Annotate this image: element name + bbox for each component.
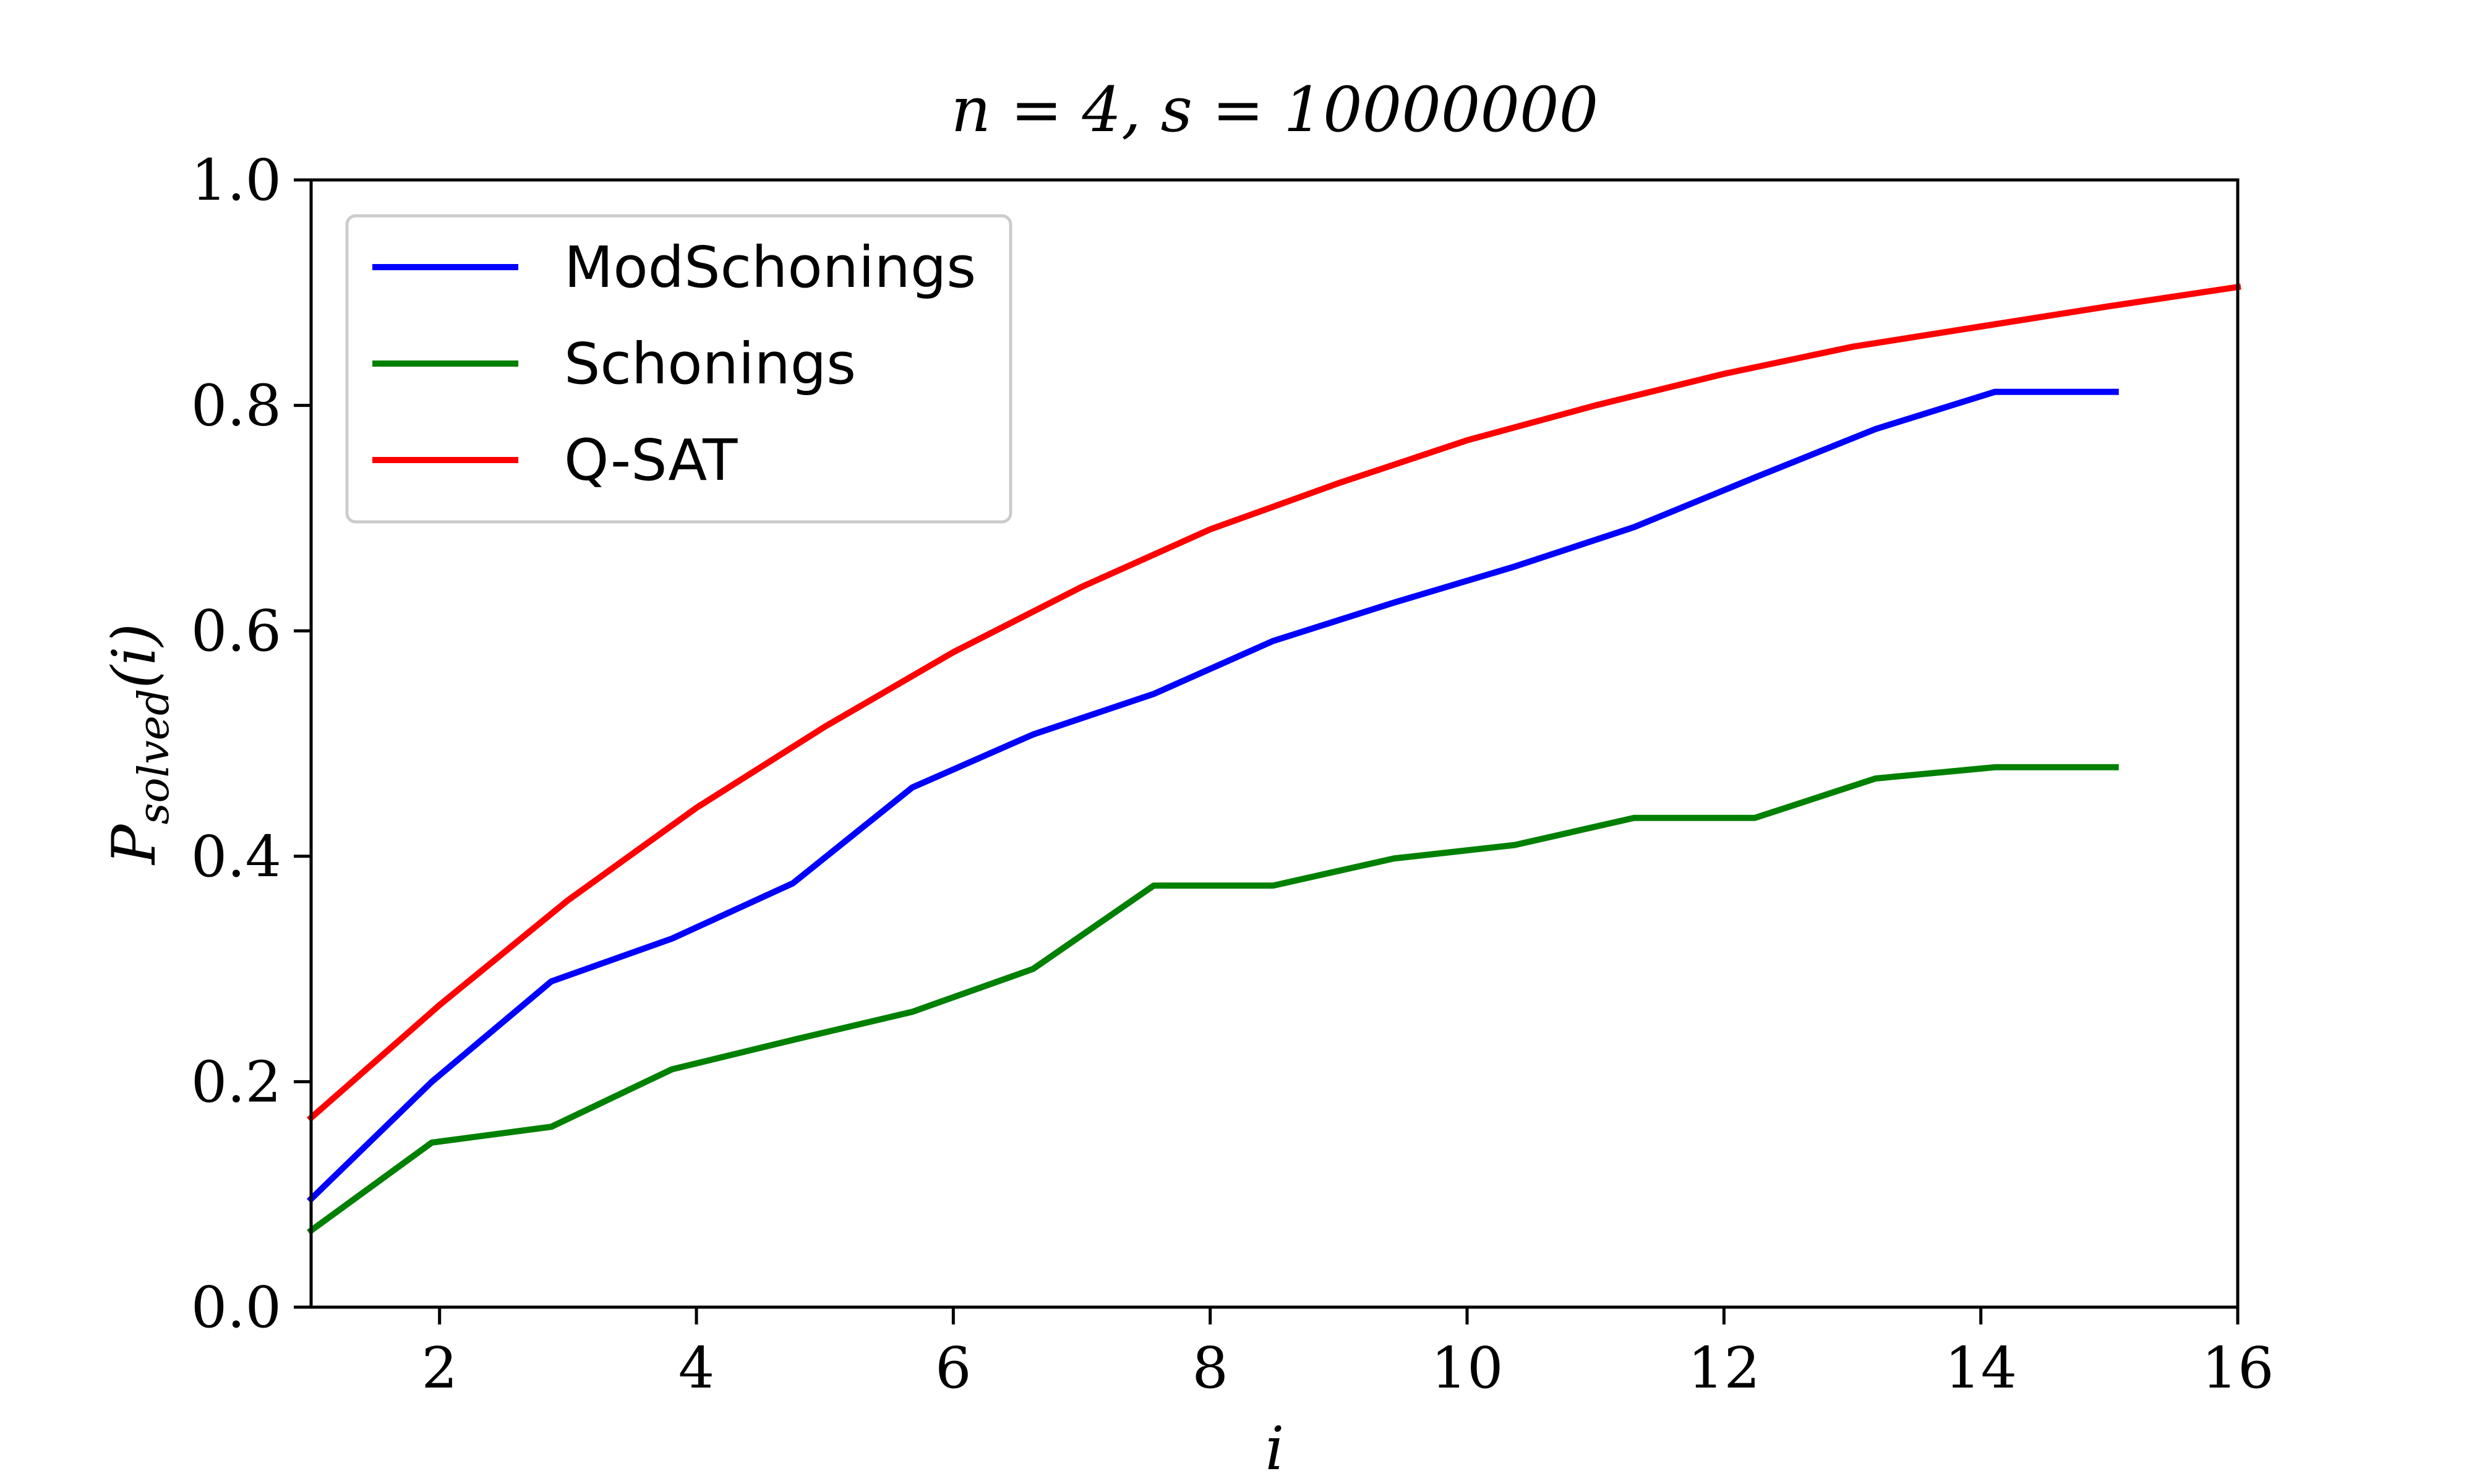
y-tick-label: 0.0 (191, 1274, 281, 1341)
y-axis-label-main: P (100, 824, 169, 866)
y-tick-label: 0.2 (191, 1049, 281, 1115)
y-tick-label: 1.0 (191, 147, 281, 213)
legend-label-schonings: Schonings (564, 331, 856, 397)
x-tick-label: 14 (1945, 1335, 2017, 1401)
series-layer (306, 283, 2241, 1235)
x-axis: 2 4 6 8 10 12 14 16 (421, 1307, 2274, 1401)
chart-title: n = 4, s = 10000000 (951, 74, 1599, 146)
legend: ModSchonings Schonings Q-SAT (345, 214, 1012, 524)
series-line-q-sat (306, 283, 2241, 1122)
legend-label-q-sat: Q-SAT (564, 427, 738, 493)
legend-label-modschonings: ModSchonings (564, 234, 976, 301)
x-tick-label: 8 (1192, 1335, 1228, 1401)
y-tick-label: 0.8 (191, 373, 281, 439)
legend-box (345, 214, 1012, 524)
x-tick-label: 2 (421, 1335, 458, 1401)
y-tick-label: 0.6 (191, 598, 281, 664)
y-axis-label-suffix: (i) (100, 623, 169, 689)
x-axis-label: i (1265, 1414, 1285, 1483)
x-tick-label: 10 (1431, 1335, 1503, 1401)
x-tick-label: 6 (935, 1335, 972, 1401)
x-tick-label: 16 (2201, 1335, 2274, 1401)
y-axis: 0.0 0.2 0.4 0.6 0.8 1.0 (191, 147, 311, 1341)
series-line-schonings (307, 764, 2119, 1235)
x-tick-label: 4 (678, 1335, 715, 1401)
y-tick-label: 0.4 (191, 824, 281, 890)
y-axis-label-subscript: solved (130, 689, 179, 825)
y-axis-label: Psolved(i) (100, 623, 179, 866)
series-line-modschonings (306, 388, 2119, 1204)
plot-area-frame (309, 178, 2240, 1309)
x-tick-label: 12 (1688, 1335, 1760, 1401)
